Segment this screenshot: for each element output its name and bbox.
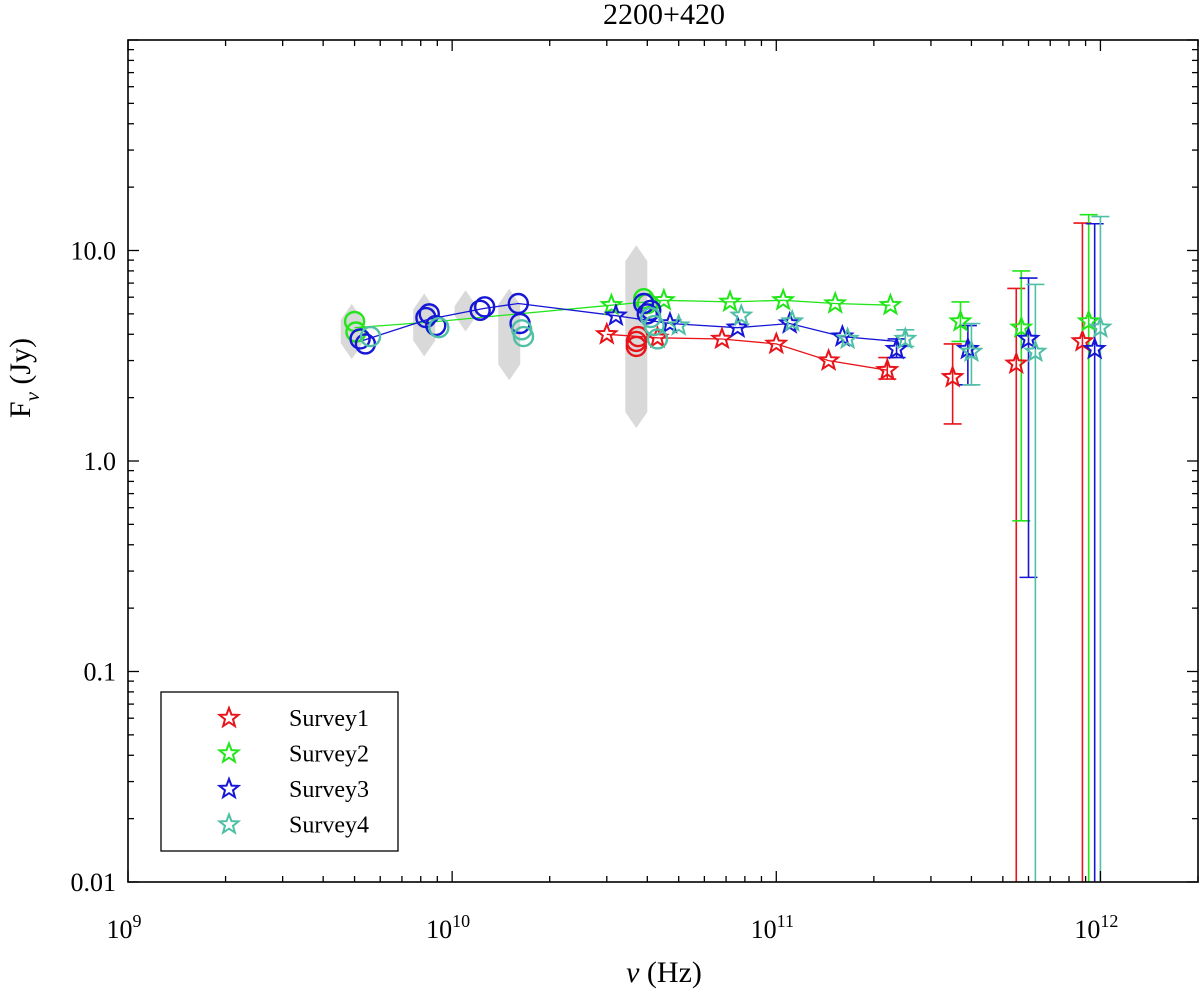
data-point-star bbox=[764, 331, 789, 355]
data-point-star bbox=[729, 302, 754, 327]
data-point-star bbox=[599, 292, 624, 316]
data-point-star bbox=[666, 312, 691, 336]
background-range-diamond bbox=[500, 357, 515, 377]
legend-label: Survey4 bbox=[289, 813, 369, 839]
data-point-circle bbox=[646, 328, 669, 350]
x-tick-label: 1012 bbox=[1074, 911, 1118, 944]
data-point-circle bbox=[349, 328, 371, 350]
data-point-star bbox=[651, 287, 677, 311]
data-point-star bbox=[594, 321, 620, 345]
series-line bbox=[354, 299, 891, 329]
data-point-star bbox=[893, 326, 918, 350]
data-point-circle bbox=[428, 316, 450, 339]
legend-marker bbox=[216, 776, 242, 800]
error-bars-layer bbox=[878, 213, 1110, 882]
legend: Survey1 Survey2 Survey3 Survey4 bbox=[160, 691, 399, 852]
legend-label: Survey2 bbox=[289, 742, 369, 768]
legend-label: Survey3 bbox=[289, 777, 369, 803]
data-point-star bbox=[816, 347, 841, 372]
x-axis-label: ν (Hz) bbox=[626, 956, 702, 989]
data-point-star bbox=[709, 326, 735, 350]
legend-marker bbox=[216, 705, 242, 729]
data-point-circle bbox=[643, 314, 665, 337]
y-tick-label: 10.0 bbox=[71, 237, 117, 266]
data-point-star bbox=[1070, 328, 1095, 352]
y-tick-label: 0.01 bbox=[71, 868, 117, 897]
data-point-star bbox=[770, 287, 796, 311]
legend-label: Survey1 bbox=[289, 706, 369, 732]
data-point-star bbox=[884, 336, 909, 360]
chart-title: 2200+420 bbox=[603, 0, 725, 31]
y-tick-label: 1.0 bbox=[84, 447, 117, 476]
x-tick-label: 109 bbox=[107, 911, 142, 944]
data-point-star bbox=[1088, 314, 1113, 338]
background-range-layer bbox=[340, 245, 648, 429]
data-point-star bbox=[1082, 336, 1107, 360]
axes: 109 1010 1011 1012 0.01 0.1 1.0 10.0 bbox=[71, 39, 1199, 944]
data-point-star bbox=[1004, 350, 1029, 375]
data-point-star bbox=[959, 339, 984, 363]
data-point-star bbox=[940, 364, 965, 388]
data-point-circle bbox=[636, 303, 658, 325]
y-axis-label: Fν (Jy) bbox=[4, 338, 44, 418]
legend-marker bbox=[216, 811, 242, 835]
legend-marker bbox=[216, 740, 242, 764]
background-range-diamond bbox=[629, 402, 644, 423]
data-point-star bbox=[1076, 308, 1101, 332]
data-point-circle bbox=[512, 325, 535, 348]
x-tick-label: 1010 bbox=[426, 911, 470, 944]
data-point-circle bbox=[469, 299, 491, 321]
data-point-star bbox=[725, 314, 750, 339]
data-point-star bbox=[1009, 314, 1034, 338]
y-tick-label: 0.1 bbox=[84, 658, 117, 687]
data-point-star bbox=[948, 308, 973, 332]
data-point-star bbox=[1023, 339, 1048, 363]
data-point-circle bbox=[359, 325, 382, 348]
x-tick-label: 1011 bbox=[751, 911, 794, 944]
data-point-circle bbox=[425, 314, 447, 337]
background-range-band bbox=[454, 290, 477, 332]
data-point-star bbox=[875, 357, 900, 381]
data-point-star bbox=[822, 290, 848, 314]
data-point-star bbox=[878, 292, 903, 316]
data-point-circle bbox=[473, 296, 496, 318]
data-point-star bbox=[835, 326, 860, 350]
legend-box bbox=[160, 691, 399, 852]
series-line bbox=[359, 302, 897, 343]
data-point-circle bbox=[625, 335, 648, 358]
data-point-circle bbox=[640, 299, 662, 321]
data-point-star bbox=[603, 302, 629, 327]
data-point-star bbox=[717, 289, 743, 313]
markers-layer bbox=[343, 287, 1113, 388]
data-point-star bbox=[1016, 326, 1041, 350]
data-point-star bbox=[779, 308, 805, 332]
